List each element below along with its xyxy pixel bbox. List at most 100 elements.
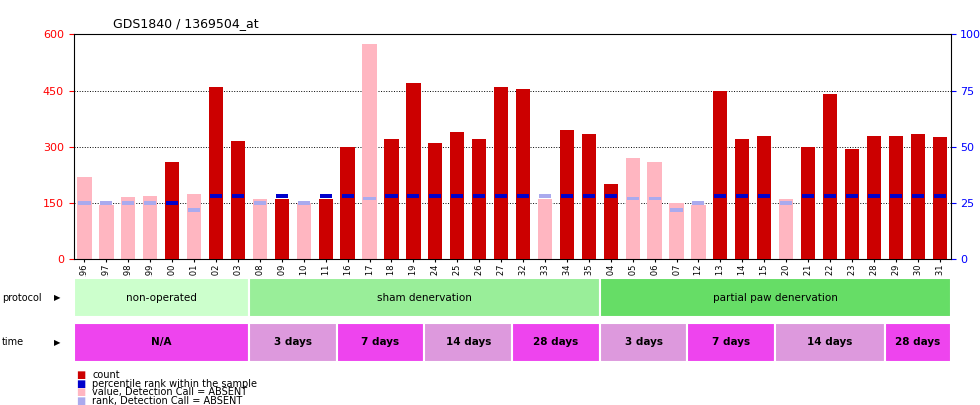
Bar	[513, 323, 600, 362]
Bar	[600, 278, 951, 317]
Bar	[758, 136, 771, 259]
Bar	[254, 201, 266, 205]
Bar	[428, 143, 442, 259]
Bar	[319, 194, 331, 198]
Bar	[249, 278, 600, 317]
Bar	[868, 194, 880, 198]
Bar	[625, 158, 640, 259]
Bar	[363, 44, 376, 259]
Bar	[210, 194, 222, 198]
Bar	[253, 199, 267, 259]
Bar	[775, 323, 885, 362]
Text: ■: ■	[76, 370, 85, 379]
Bar	[845, 149, 859, 259]
Text: ■: ■	[76, 379, 85, 388]
Text: 3 days: 3 days	[624, 337, 662, 347]
Bar	[648, 162, 662, 259]
Bar	[688, 323, 775, 362]
Text: ▶: ▶	[54, 338, 61, 347]
Bar	[560, 130, 574, 259]
Text: time: time	[2, 337, 24, 347]
Bar	[342, 194, 354, 198]
Bar	[318, 199, 333, 259]
Bar	[934, 194, 946, 198]
Bar	[188, 208, 200, 212]
Bar	[143, 196, 158, 259]
Text: ■: ■	[76, 388, 85, 397]
Bar	[364, 197, 375, 200]
Bar	[780, 201, 792, 205]
Text: count: count	[92, 370, 120, 379]
Text: 7 days: 7 days	[712, 337, 751, 347]
Bar	[649, 197, 661, 200]
Bar	[910, 134, 925, 259]
Text: partial paw denervation: partial paw denervation	[712, 293, 838, 303]
Bar	[167, 201, 178, 205]
Bar	[297, 203, 311, 259]
Bar	[494, 87, 509, 259]
Bar	[866, 136, 881, 259]
Bar	[249, 323, 337, 362]
Bar	[911, 194, 924, 198]
Bar	[713, 91, 727, 259]
Text: value, Detection Call = ABSENT: value, Detection Call = ABSENT	[92, 388, 247, 397]
Bar	[670, 208, 682, 212]
Bar	[340, 147, 355, 259]
Bar	[231, 141, 245, 259]
Bar	[74, 278, 249, 317]
Bar	[495, 194, 507, 198]
Text: GDS1840 / 1369504_at: GDS1840 / 1369504_at	[113, 17, 259, 30]
Bar	[626, 197, 639, 200]
Bar	[74, 323, 249, 362]
Text: 3 days: 3 days	[273, 337, 312, 347]
Bar	[100, 201, 113, 205]
Bar	[889, 136, 903, 259]
Text: ■: ■	[76, 396, 85, 405]
Bar	[408, 194, 419, 198]
Bar	[801, 147, 815, 259]
Text: percentile rank within the sample: percentile rank within the sample	[92, 379, 257, 388]
Text: non-operated: non-operated	[125, 293, 197, 303]
Bar	[779, 199, 793, 259]
Bar	[693, 201, 705, 205]
Bar	[275, 194, 288, 198]
Bar	[539, 194, 551, 198]
Text: 14 days: 14 days	[446, 337, 491, 347]
Bar	[122, 197, 135, 259]
Bar	[605, 194, 616, 198]
Bar	[99, 205, 114, 259]
Text: 28 days: 28 days	[533, 337, 578, 347]
Bar	[515, 89, 530, 259]
Text: protocol: protocol	[2, 293, 41, 303]
Bar	[735, 139, 750, 259]
Bar	[823, 94, 837, 259]
Bar	[561, 194, 573, 198]
Bar	[802, 194, 814, 198]
Bar	[232, 194, 244, 198]
Text: 7 days: 7 days	[362, 337, 400, 347]
Bar	[669, 203, 684, 259]
Bar	[538, 199, 552, 259]
Bar	[582, 134, 596, 259]
Bar	[846, 194, 858, 198]
Bar	[209, 87, 223, 259]
Bar	[933, 137, 947, 259]
Text: ▶: ▶	[54, 293, 61, 302]
Bar	[165, 162, 179, 259]
Bar	[274, 199, 289, 259]
Bar	[451, 194, 464, 198]
Bar	[600, 323, 688, 362]
Text: 28 days: 28 days	[895, 337, 941, 347]
Bar	[736, 194, 749, 198]
Bar	[385, 194, 398, 198]
Bar	[384, 139, 399, 259]
Bar	[77, 177, 91, 259]
Bar	[429, 194, 441, 198]
Bar	[714, 194, 726, 198]
Bar	[691, 205, 706, 259]
Bar	[407, 83, 420, 259]
Bar	[583, 194, 595, 198]
Bar	[885, 323, 951, 362]
Bar	[517, 194, 529, 198]
Bar	[890, 194, 902, 198]
